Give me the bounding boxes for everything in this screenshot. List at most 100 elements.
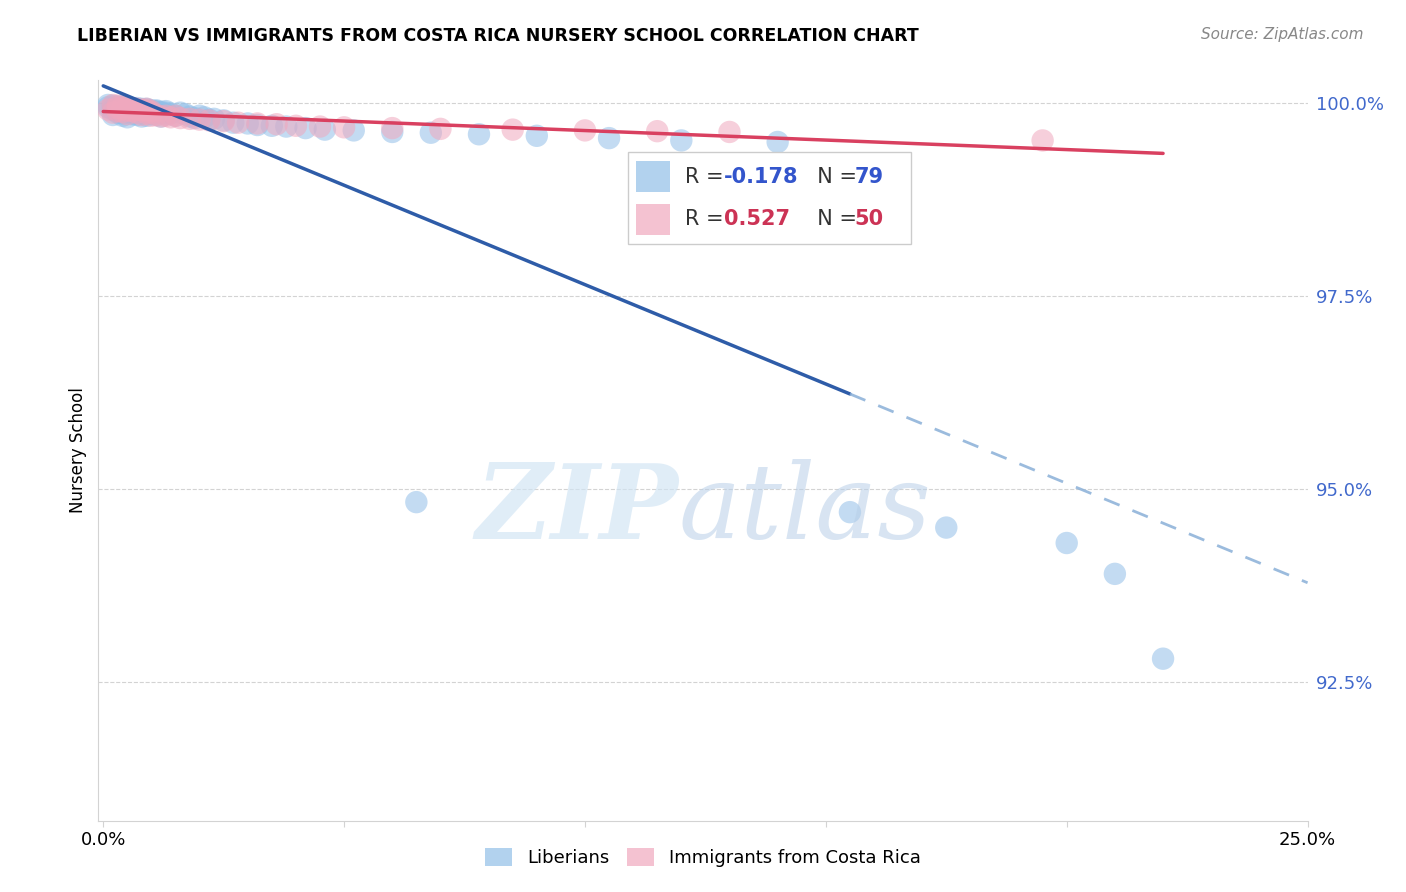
Point [155, 104, 177, 119]
Point [101, 103, 124, 117]
Point [226, 116, 249, 130]
Point [107, 102, 129, 116]
Point [333, 120, 356, 135]
Point [125, 101, 148, 115]
Point [309, 120, 332, 134]
Point [246, 118, 269, 132]
Point [165, 109, 187, 123]
Point [1032, 133, 1054, 147]
Point [135, 102, 157, 116]
Point [135, 102, 157, 116]
Point [212, 113, 235, 128]
Point [111, 109, 134, 123]
Point [111, 106, 134, 120]
Point [574, 123, 596, 137]
Text: ZIP: ZIP [475, 459, 679, 560]
Point [97, 103, 120, 117]
Point [111, 104, 134, 119]
Point [125, 102, 148, 116]
Point [111, 102, 134, 116]
Point [150, 105, 173, 120]
Point [121, 102, 143, 116]
Point [107, 104, 129, 119]
Point [159, 106, 181, 120]
Point [155, 109, 177, 123]
Point [1152, 651, 1174, 665]
Point [135, 105, 157, 120]
Point [125, 103, 148, 117]
Point [188, 112, 211, 127]
Point [131, 110, 153, 124]
Point [266, 117, 288, 131]
Text: N =: N = [804, 167, 863, 186]
Point [107, 104, 129, 119]
Point [125, 108, 148, 122]
Point [111, 99, 134, 113]
Point [165, 109, 187, 123]
Point [131, 103, 153, 118]
Point [141, 104, 163, 119]
Point [381, 121, 404, 136]
Point [169, 111, 191, 125]
Point [202, 112, 225, 126]
Point [169, 105, 191, 120]
Point [125, 103, 148, 117]
Point [111, 104, 134, 119]
Point [145, 108, 167, 122]
Point [645, 124, 668, 138]
Point [222, 116, 245, 130]
Point [135, 103, 157, 118]
Point [150, 104, 173, 119]
Point [343, 123, 366, 137]
Text: LIBERIAN VS IMMIGRANTS FROM COSTA RICA NURSERY SCHOOL CORRELATION CHART: LIBERIAN VS IMMIGRANTS FROM COSTA RICA N… [77, 27, 920, 45]
Point [236, 116, 259, 130]
Point [1104, 566, 1126, 581]
Point [141, 103, 163, 118]
Point [145, 108, 167, 122]
Point [155, 105, 177, 120]
Point [179, 112, 201, 126]
Point [174, 107, 197, 121]
Point [246, 116, 269, 130]
Point [141, 104, 163, 119]
Point [107, 101, 129, 115]
Point [101, 98, 124, 112]
Point [135, 106, 157, 120]
Point [294, 121, 316, 136]
Text: 79: 79 [855, 167, 884, 186]
Text: 50: 50 [855, 210, 884, 229]
Text: N =: N = [804, 210, 863, 229]
Point [121, 107, 143, 121]
Point [193, 110, 215, 124]
Point [131, 106, 153, 120]
Point [101, 99, 124, 113]
FancyBboxPatch shape [628, 152, 911, 244]
Point [1056, 536, 1078, 550]
Point [212, 114, 235, 128]
Point [125, 104, 148, 119]
Point [107, 99, 129, 113]
Point [121, 101, 143, 115]
Point [135, 103, 157, 117]
Point [97, 100, 120, 114]
Point [131, 108, 153, 122]
Point [839, 505, 862, 519]
Point [766, 135, 789, 149]
Point [145, 103, 167, 118]
Point [198, 112, 221, 127]
Point [141, 109, 163, 123]
Text: Source: ZipAtlas.com: Source: ZipAtlas.com [1201, 27, 1364, 42]
Text: 0.527: 0.527 [724, 210, 790, 229]
Point [598, 131, 620, 145]
Point [121, 101, 143, 115]
Point [117, 104, 139, 119]
Point [526, 128, 548, 143]
Point [405, 495, 427, 509]
Text: R =: R = [685, 210, 730, 229]
Point [117, 107, 139, 121]
Point [150, 110, 173, 124]
Text: R =: R = [685, 167, 730, 186]
Point [121, 104, 143, 119]
FancyBboxPatch shape [637, 161, 671, 193]
Point [468, 128, 491, 142]
